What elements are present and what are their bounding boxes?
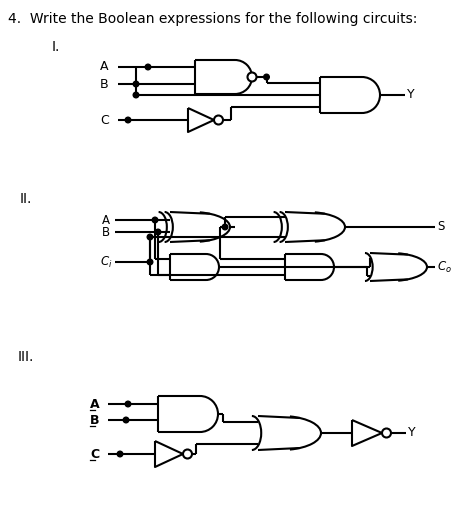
Text: I.: I. [52,40,60,54]
Circle shape [145,64,151,70]
Text: A: A [90,397,99,411]
Text: $C_o$: $C_o$ [437,260,452,275]
Circle shape [133,81,139,87]
Text: A: A [102,213,110,227]
Circle shape [125,401,131,407]
Text: C: C [100,113,109,127]
Circle shape [382,428,391,437]
Circle shape [222,224,228,230]
Circle shape [264,74,269,80]
Text: $C_i$: $C_i$ [100,254,112,270]
Text: C: C [90,447,99,461]
Circle shape [125,117,131,123]
Text: Y: Y [408,427,416,439]
Text: B: B [102,226,110,238]
Text: Y: Y [407,88,415,102]
Circle shape [147,259,153,265]
Circle shape [155,229,161,235]
Text: S: S [437,220,445,234]
Circle shape [133,92,139,98]
Text: II.: II. [20,192,32,206]
Text: B: B [90,413,99,427]
Circle shape [147,234,153,240]
Circle shape [248,72,257,81]
Circle shape [214,115,223,124]
Text: 4.  Write the Boolean expressions for the following circuits:: 4. Write the Boolean expressions for the… [8,12,417,26]
Circle shape [152,217,158,223]
Text: B: B [100,78,109,90]
Circle shape [183,450,192,459]
Circle shape [123,417,129,423]
Text: A: A [100,61,109,73]
Circle shape [117,451,123,457]
Text: III.: III. [18,350,34,364]
